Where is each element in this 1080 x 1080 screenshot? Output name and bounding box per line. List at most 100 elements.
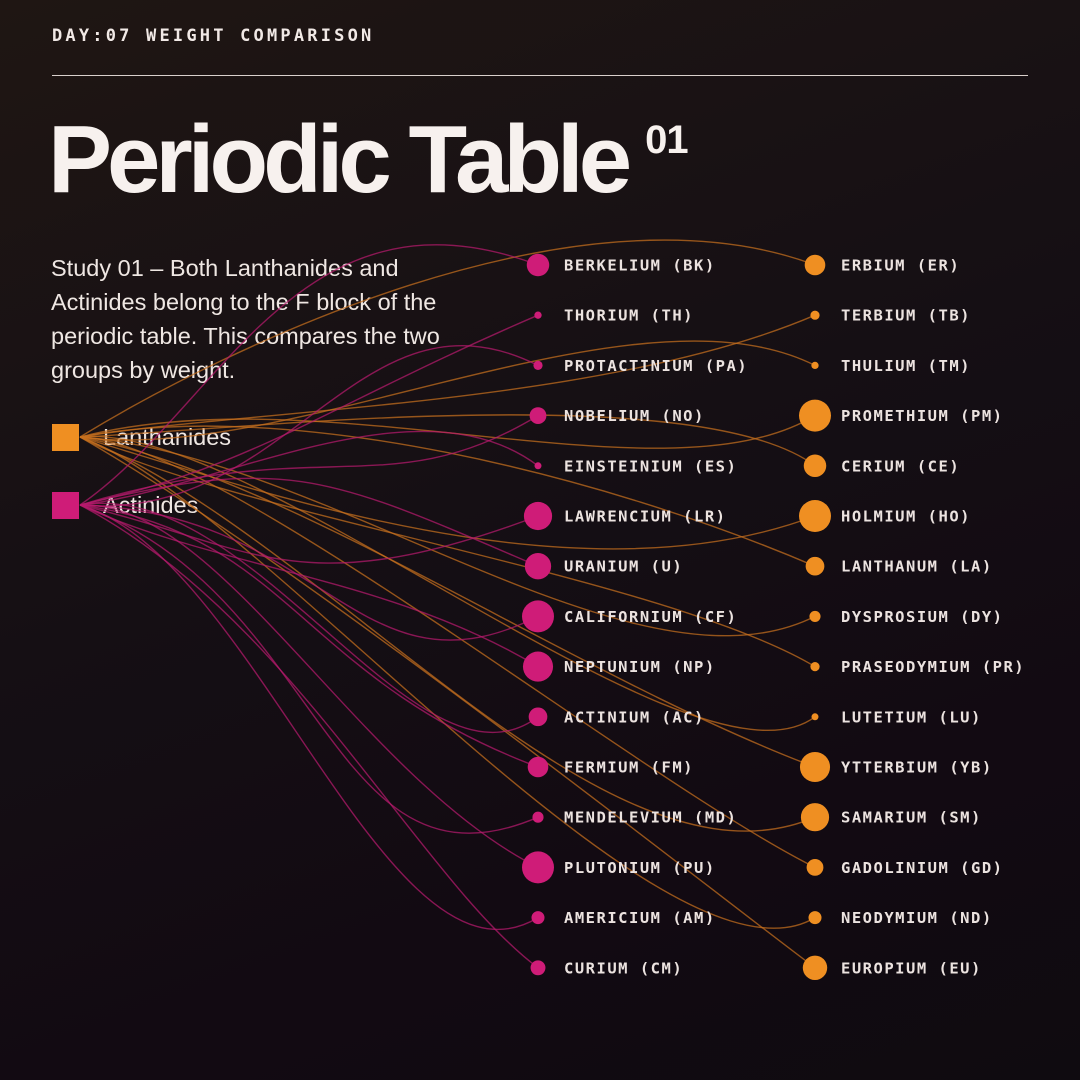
lanthanide-label-europium-eu: EUROPIUM (EU) [841, 959, 982, 977]
lanthanide-link-ytterbium-yb [79, 436, 816, 768]
actinide-label-lawrencium-lr: LAWRENCIUM (LR) [564, 508, 726, 526]
legend-swatch-actinides [52, 492, 79, 519]
actinide-node-americium-am [531, 911, 545, 925]
actinide-node-uranium-u [524, 553, 552, 580]
actinide-link-einsteinium-es [79, 430, 539, 506]
lanthanide-label-lanthanum-la: LANTHANUM (LA) [841, 558, 993, 576]
actinide-label-neptunium-np: NEPTUNIUM (NP) [564, 658, 716, 676]
actinide-label-curium-cm: CURIUM (CM) [564, 959, 683, 977]
legend-swatch-lanthanides [52, 424, 79, 451]
lanthanide-label-gadolinium-gd: GADOLINIUM (GD) [841, 859, 1003, 877]
lanthanide-label-erbium-er: ERBIUM (ER) [841, 257, 960, 275]
lanthanide-node-lutetium-lu [811, 713, 819, 721]
lanthanide-link-promethium-pm [79, 414, 816, 449]
actinide-node-neptunium-np [522, 651, 554, 682]
actinide-node-berkelium-bk [526, 253, 550, 277]
actinide-node-fermium-fm [527, 756, 549, 778]
lanthanide-link-thulium-tm [79, 340, 816, 441]
actinide-link-americium-am [79, 504, 539, 930]
actinide-label-californium-cf: CALIFORNIUM (CF) [564, 608, 737, 626]
lanthanide-node-terbium-tb [810, 310, 820, 320]
actinide-label-plutonium-pu: PLUTONIUM (PU) [564, 859, 716, 877]
lanthanide-link-samarium-sm [79, 436, 816, 832]
actinide-label-americium-am: AMERICIUM (AM) [564, 909, 716, 927]
lanthanide-label-terbium-tb: TERBIUM (TB) [841, 307, 971, 325]
actinide-link-actinium-ac [79, 502, 539, 734]
lanthanide-label-holmium-ho: HOLMIUM (HO) [841, 508, 971, 526]
actinide-label-mendelevium-md: MENDELEVIUM (MD) [564, 809, 737, 827]
actinide-label-uranium-u: URANIUM (U) [564, 558, 683, 576]
element-nodes: BERKELIUM (BK) THORIUM (TH) PROTACTINIUM (… [522, 253, 1025, 980]
actinide-label-thorium-th: THORIUM (TH) [564, 307, 694, 325]
lanthanide-node-ytterbium-yb [799, 751, 831, 783]
actinide-node-nobelium-no [529, 407, 547, 424]
lanthanide-node-europium-eu [802, 955, 828, 980]
title-main: Periodic Table [48, 106, 632, 213]
actinide-node-einsteinium-es [534, 462, 542, 470]
lanthanide-node-thulium-tm [811, 361, 819, 370]
actinide-node-thorium-th [534, 311, 542, 319]
page-title: Periodic Table 01 [48, 112, 689, 208]
lanthanide-node-holmium-ho [799, 500, 831, 532]
actinide-node-californium-cf [522, 600, 554, 633]
lanthanide-node-gadolinium-gd [806, 859, 824, 876]
actinide-link-plutonium-pu [79, 504, 539, 869]
lanthanide-node-promethium-pm [799, 399, 831, 432]
lanthanide-label-promethium-pm: PROMETHIUM (PM) [841, 407, 1003, 425]
actinide-link-protactinium-pa [79, 345, 539, 507]
link-lines [79, 239, 816, 969]
actinide-link-neptunium-np [79, 504, 539, 668]
title-superscript: 01 [645, 118, 688, 162]
lanthanide-label-ytterbium-yb: YTTERBIUM (YB) [841, 759, 993, 777]
lanthanide-label-praseodymium-pr: PRASEODYMIUM (PR) [841, 658, 1025, 676]
lanthanide-link-holmium-ho [79, 436, 816, 550]
actinide-node-mendelevium-md [532, 811, 544, 823]
lanthanide-link-neodymium-nd [79, 436, 816, 929]
actinide-node-curium-cm [530, 960, 546, 976]
actinide-label-protactinium-pa: PROTACTINIUM (PA) [564, 357, 748, 375]
actinide-label-fermium-fm: FERMIUM (FM) [564, 759, 694, 777]
lanthanide-node-cerium-ce [803, 454, 827, 478]
actinide-link-uranium-u [79, 477, 539, 567]
actinide-label-einsteinium-es: EINSTEINIUM (ES) [564, 457, 737, 475]
lanthanide-label-lutetium-lu: LUTETIUM (LU) [841, 708, 982, 726]
lanthanide-link-gadolinium-gd [79, 436, 816, 869]
actinide-node-plutonium-pu [522, 851, 554, 884]
actinide-link-lawrencium-lr [79, 504, 539, 564]
lanthanide-link-europium-eu [79, 436, 816, 969]
lanthanide-label-dysprosium-dy: DYSPROSIUM (DY) [841, 608, 1003, 626]
actinide-link-curium-cm [79, 504, 539, 969]
lanthanide-label-thulium-tm: THULIUM (TM) [841, 357, 971, 375]
actinide-label-actinium-ac: ACTINIUM (AC) [564, 708, 705, 726]
actinide-link-nobelium-no [79, 414, 539, 506]
actinide-link-mendelevium-md [79, 504, 539, 834]
header-kicker: DAY:07 WEIGHT COMPARISON [52, 26, 375, 46]
lanthanide-link-cerium-ce [79, 414, 816, 467]
lanthanide-label-samarium-sm: SAMARIUM (SM) [841, 809, 982, 827]
lanthanide-node-praseodymium-pr [810, 662, 820, 672]
actinide-link-berkelium-bk [79, 244, 539, 506]
actinide-label-berkelium-bk: BERKELIUM (BK) [564, 257, 716, 275]
lanthanide-node-lanthanum-la [805, 556, 825, 576]
description: Study 01 – Both Lanthanides and Actinide… [51, 255, 440, 383]
actinide-label-nobelium-no: NOBELIUM (NO) [564, 407, 705, 425]
lanthanide-label-neodymium-nd: NEODYMIUM (ND) [841, 909, 993, 927]
actinide-link-fermium-fm [79, 504, 539, 768]
actinide-node-actinium-ac [528, 707, 548, 727]
lanthanide-link-terbium-tb [79, 314, 816, 438]
lanthanide-label-cerium-ce: CERIUM (CE) [841, 457, 960, 475]
lanthanide-link-lanthanum-la [79, 425, 816, 567]
actinide-link-californium-cf [79, 504, 539, 641]
header-divider [52, 75, 1028, 76]
lanthanide-node-neodymium-nd [808, 911, 822, 925]
actinide-link-thorium-th [79, 314, 539, 506]
actinide-node-lawrencium-lr [523, 501, 553, 531]
lanthanide-link-dysprosium-dy [79, 436, 816, 637]
lanthanide-link-erbium-er [79, 239, 816, 438]
lanthanide-link-lutetium-lu [79, 435, 816, 732]
lanthanide-node-dysprosium-dy [809, 610, 821, 622]
actinide-node-protactinium-pa [533, 360, 543, 370]
lanthanide-node-erbium-er [804, 254, 826, 276]
lanthanide-node-samarium-sm [800, 803, 830, 832]
